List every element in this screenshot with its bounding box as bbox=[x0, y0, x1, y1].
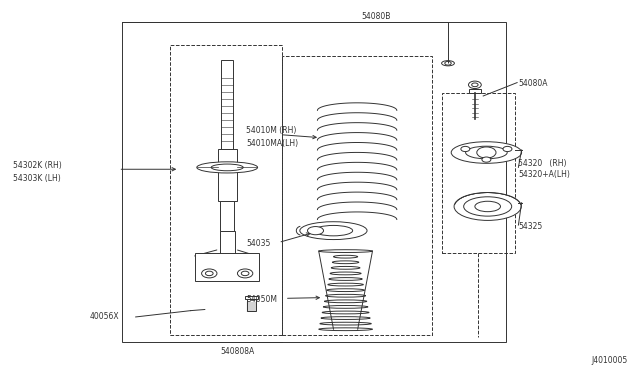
Ellipse shape bbox=[332, 266, 360, 269]
Ellipse shape bbox=[332, 261, 359, 264]
Ellipse shape bbox=[197, 162, 257, 173]
Ellipse shape bbox=[300, 222, 367, 240]
Circle shape bbox=[477, 147, 496, 158]
Circle shape bbox=[461, 146, 470, 152]
Bar bbox=[195, 253, 259, 281]
Bar bbox=[220, 201, 234, 231]
Circle shape bbox=[468, 81, 481, 89]
Ellipse shape bbox=[333, 255, 358, 258]
Ellipse shape bbox=[442, 61, 454, 66]
Text: 54080B: 54080B bbox=[362, 12, 391, 21]
Ellipse shape bbox=[320, 322, 371, 325]
Ellipse shape bbox=[323, 305, 368, 308]
Ellipse shape bbox=[326, 294, 365, 297]
Text: 54035: 54035 bbox=[246, 239, 271, 248]
Ellipse shape bbox=[324, 300, 367, 303]
Text: 54325: 54325 bbox=[518, 222, 543, 231]
Ellipse shape bbox=[329, 278, 362, 280]
Circle shape bbox=[503, 146, 512, 152]
Ellipse shape bbox=[319, 328, 372, 331]
Ellipse shape bbox=[322, 311, 369, 314]
Text: 54302K (RH): 54302K (RH) bbox=[13, 161, 61, 170]
FancyArrowPatch shape bbox=[237, 261, 253, 267]
Circle shape bbox=[482, 157, 491, 162]
Ellipse shape bbox=[463, 197, 512, 216]
Ellipse shape bbox=[328, 283, 364, 286]
Ellipse shape bbox=[466, 146, 507, 159]
Ellipse shape bbox=[321, 317, 370, 320]
Bar bbox=[170, 45, 282, 335]
Text: J4010005: J4010005 bbox=[591, 356, 627, 365]
Ellipse shape bbox=[211, 164, 243, 171]
Ellipse shape bbox=[314, 225, 353, 236]
Ellipse shape bbox=[454, 193, 521, 220]
Circle shape bbox=[205, 271, 213, 276]
Bar bbox=[122, 22, 506, 342]
Bar bbox=[282, 56, 432, 335]
Ellipse shape bbox=[326, 289, 365, 292]
Text: 54010M (RH): 54010M (RH) bbox=[246, 126, 297, 135]
Text: 540808A: 540808A bbox=[221, 347, 255, 356]
Text: 54303K (LH): 54303K (LH) bbox=[13, 174, 61, 183]
Circle shape bbox=[445, 61, 451, 65]
FancyArrowPatch shape bbox=[237, 250, 257, 256]
Bar bbox=[469, 89, 481, 93]
Text: 54050M: 54050M bbox=[246, 295, 277, 304]
Text: 54320   (RH): 54320 (RH) bbox=[518, 159, 567, 168]
Ellipse shape bbox=[451, 142, 522, 163]
Ellipse shape bbox=[330, 272, 361, 275]
FancyArrowPatch shape bbox=[195, 250, 217, 256]
FancyArrowPatch shape bbox=[198, 261, 217, 267]
Ellipse shape bbox=[475, 201, 500, 212]
Bar bbox=[218, 149, 237, 201]
Bar bbox=[247, 299, 256, 311]
Circle shape bbox=[237, 269, 253, 278]
Bar bbox=[220, 231, 235, 272]
Bar bbox=[221, 60, 233, 149]
Circle shape bbox=[202, 269, 217, 278]
Circle shape bbox=[241, 271, 249, 276]
Ellipse shape bbox=[307, 227, 323, 235]
Text: 54320+A(LH): 54320+A(LH) bbox=[518, 170, 570, 179]
Ellipse shape bbox=[319, 250, 372, 253]
Text: 54080A: 54080A bbox=[518, 79, 548, 88]
Text: 54010MA(LH): 54010MA(LH) bbox=[246, 139, 298, 148]
Bar bbox=[442, 93, 515, 253]
Circle shape bbox=[472, 83, 478, 87]
Bar bbox=[245, 296, 258, 299]
Text: 40056X: 40056X bbox=[90, 312, 119, 321]
